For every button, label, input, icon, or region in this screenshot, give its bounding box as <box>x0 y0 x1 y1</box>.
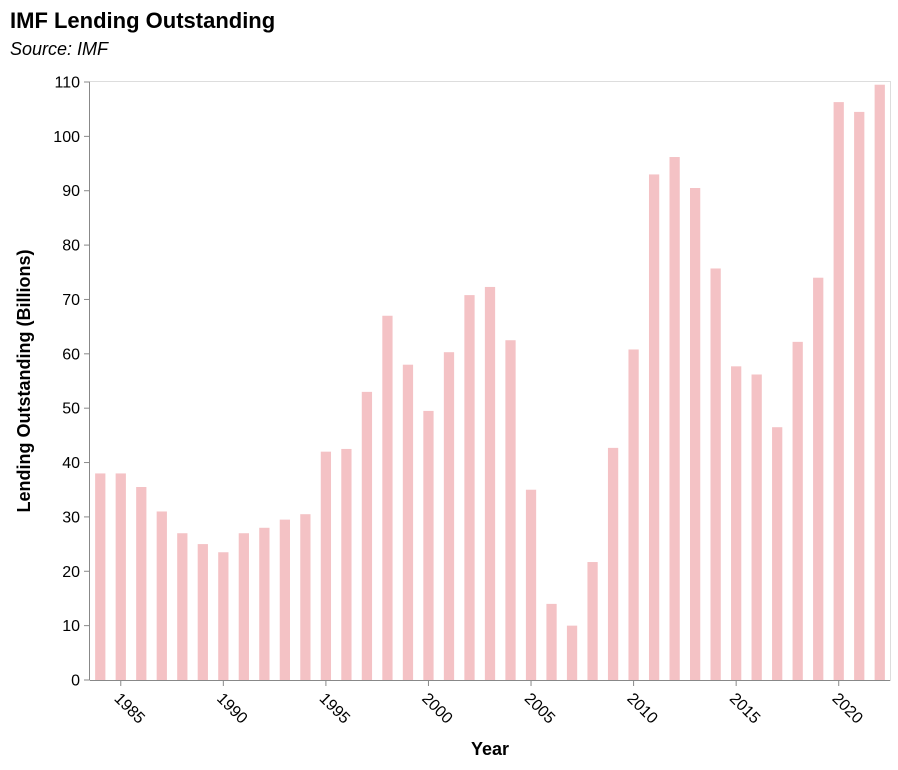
bar-1988 <box>177 533 188 680</box>
bar-1995 <box>320 451 332 680</box>
chart-title: IMF Lending Outstanding <box>10 8 276 33</box>
chart-subtitle: Source: IMF <box>10 39 109 59</box>
bar-2003 <box>484 286 496 680</box>
y-axis-title: Lending Outstanding (Billions) <box>14 250 34 513</box>
y-tick-label: 40 <box>62 455 80 472</box>
bar-2001 <box>443 352 455 680</box>
bar-1986 <box>136 487 147 680</box>
y-tick-label: 100 <box>53 129 80 146</box>
bar-1993 <box>279 519 290 680</box>
bar-2015 <box>731 366 742 680</box>
bar-2006 <box>546 603 557 680</box>
bar-2005 <box>525 489 537 680</box>
y-tick-label: 30 <box>62 509 80 526</box>
bar-1992 <box>259 527 270 680</box>
bar-2019 <box>813 277 824 680</box>
x-tick-label: 2010 <box>623 690 660 727</box>
bar-2013 <box>690 188 701 680</box>
x-tick-label: 1990 <box>213 690 250 727</box>
bar-1991 <box>238 533 249 680</box>
bar-2000 <box>423 410 434 680</box>
bar-2018 <box>792 341 803 680</box>
x-axis: 1985 1990 1995 2000 2005 2010 2015 2020 <box>90 680 890 727</box>
bar-1998 <box>382 315 393 680</box>
bar-1990 <box>218 552 229 680</box>
bar-1997 <box>361 391 373 680</box>
y-tick-label: 110 <box>54 75 80 92</box>
x-tick-label: 1995 <box>316 690 353 727</box>
bar-2020 <box>833 102 844 681</box>
y-tick-label: 80 <box>62 238 80 255</box>
x-axis-title: Year <box>471 739 509 759</box>
x-tick-label: 1985 <box>111 690 148 727</box>
bar-1984 <box>95 473 106 680</box>
bar-1985 <box>115 473 126 680</box>
y-axis: 0 10 20 30 40 50 60 70 80 90 100 110 <box>53 75 90 690</box>
y-tick-label: 10 <box>62 618 80 635</box>
bar-2016 <box>751 374 762 680</box>
y-tick-label: 90 <box>62 183 80 200</box>
x-tick-label: 2005 <box>521 690 558 727</box>
bar-2021 <box>854 111 865 680</box>
bar-1987 <box>156 511 167 680</box>
bar-2011 <box>648 174 660 681</box>
x-tick-label: 2000 <box>418 690 455 727</box>
bar-1996 <box>341 448 352 680</box>
bar-2007 <box>566 625 578 680</box>
bar-2017 <box>772 427 783 680</box>
bars-layer <box>95 84 885 681</box>
y-tick-label: 70 <box>62 292 80 309</box>
bar-2010 <box>628 349 639 680</box>
bar-2014 <box>710 268 721 680</box>
bar-2012 <box>669 157 680 680</box>
bar-1999 <box>402 364 414 680</box>
bar-2009 <box>607 447 619 680</box>
y-tick-label: 0 <box>71 673 80 690</box>
y-tick-label: 50 <box>62 401 80 418</box>
bar-2002 <box>464 295 475 680</box>
bar-2004 <box>505 340 516 680</box>
bar-2008 <box>587 562 598 680</box>
x-tick-label: 2020 <box>829 690 866 727</box>
bar-1989 <box>197 544 208 680</box>
bar-1994 <box>300 514 311 680</box>
y-tick-label: 20 <box>62 564 80 581</box>
bar-2022 <box>874 84 885 681</box>
y-tick-label: 60 <box>62 346 80 363</box>
x-tick-label: 2015 <box>726 690 763 727</box>
